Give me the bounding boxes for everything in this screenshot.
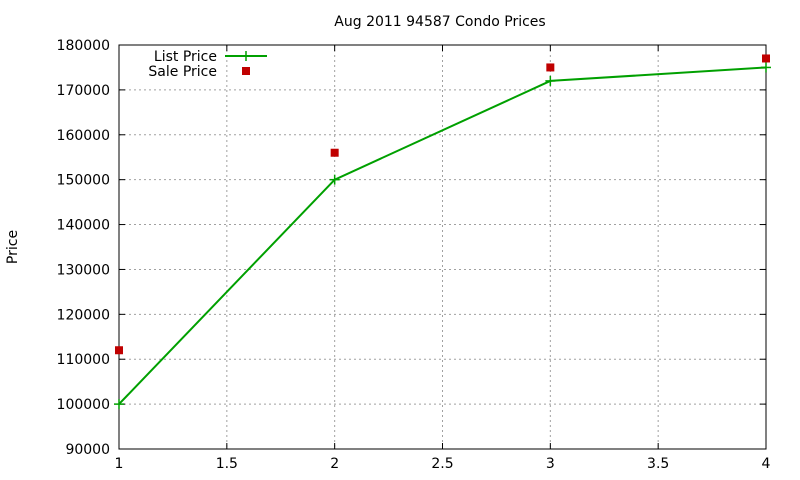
y-tick-label: 170000 [57,83,110,99]
list-price-line [118,66,767,405]
list-price-point [329,174,340,185]
y-tick-label: 110000 [57,352,110,368]
y-tick-label: 90000 [65,442,110,458]
y-tick-label: 140000 [57,218,110,234]
sale-price-point [115,346,123,355]
x-tick-label: 3 [546,456,555,472]
list-price-point [761,62,771,73]
legend-label: Sale Price [148,64,217,80]
y-tick-label: 150000 [57,173,110,189]
legend-label: List Price [154,49,217,65]
legend-square-swatch [242,67,250,75]
grid [119,45,766,449]
x-tick-label: 3.5 [647,456,669,472]
list-price-point [545,75,556,86]
x-tick-label: 1 [115,456,124,472]
x-tick-label: 4 [762,456,771,472]
sale-price-point [330,148,339,157]
legend-plus-marker [241,51,251,61]
y-tick-label: 160000 [57,128,110,144]
y-tick-label: 100000 [57,397,110,413]
x-tick-label: 2.5 [431,456,453,472]
list-price-point [114,399,124,410]
sale-price-point [546,63,555,72]
series [114,54,771,410]
chart-title: Aug 2011 94587 Condo Prices [334,14,545,30]
x-tick-label: 2 [330,456,339,472]
x-tick-label: 1.5 [216,456,238,472]
y-tick-label: 180000 [57,38,110,54]
sale-price-point [762,54,770,63]
y-tick-label: 130000 [57,262,110,278]
y-axis-label: Price [5,230,21,264]
axis-ticks: 90000 100000 110000 120000 130000 140000 15000… [57,38,771,472]
y-tick-label: 120000 [57,307,110,323]
